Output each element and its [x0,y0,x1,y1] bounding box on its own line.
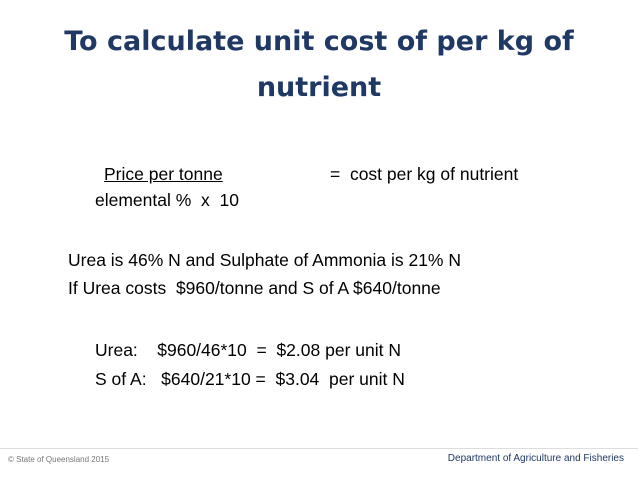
title-line: nutrient [256,72,382,103]
formula-numerator: Price per tonne [104,164,223,184]
fact: Urea is 46% N and Sulphate of Ammonia is… [68,250,461,270]
footer-rule [0,448,638,449]
formula-denominator: elemental % x 10 [95,190,239,210]
calculation: S of A: $640/21*10 = $3.04 per unit N [95,369,405,389]
title-line: To calculate unit cost of per kg of [64,26,574,57]
calculation: Urea: $960/46*10 = $2.08 per unit N [95,340,401,360]
footer-copyright: © State of Queensland 2015 [8,455,110,464]
formula-result: = cost per kg of nutrient [330,164,519,184]
fact: If Urea costs $960/tonne and S of A $640… [68,278,441,298]
footer-department: Department of Agriculture and Fisheries [447,453,624,464]
